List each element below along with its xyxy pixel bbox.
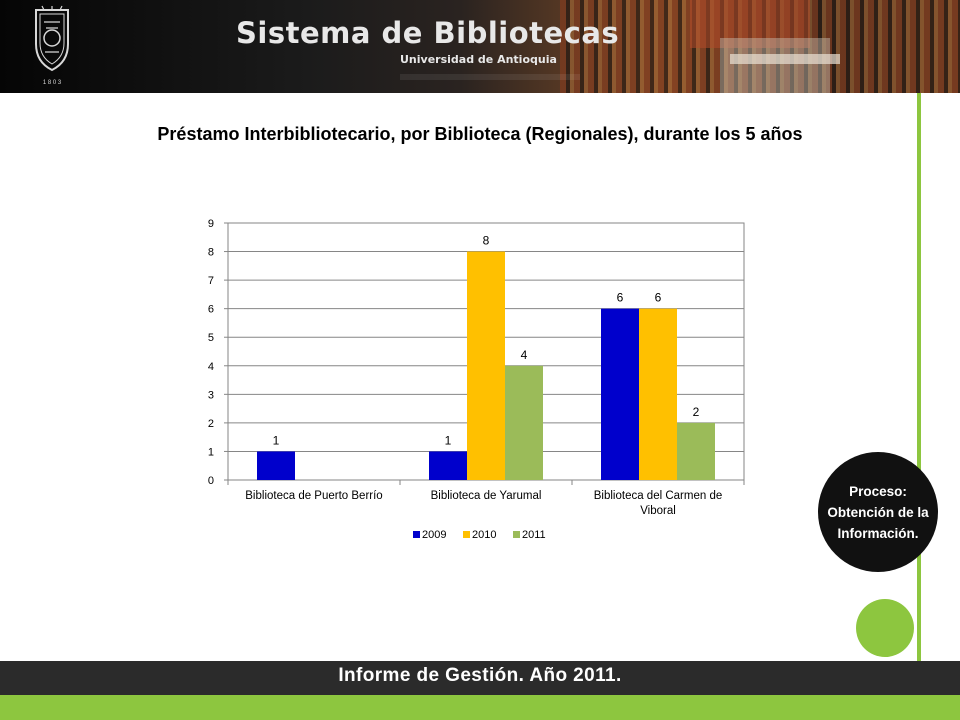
x-category-label: Biblioteca de Yarumal bbox=[431, 490, 542, 502]
legend-label: 2009 bbox=[422, 529, 446, 541]
y-tick-label: 6 bbox=[208, 304, 214, 316]
bar-2010 bbox=[467, 251, 505, 480]
bar-2009 bbox=[257, 451, 295, 480]
library-photo-window bbox=[720, 38, 830, 93]
y-tick-label: 5 bbox=[208, 332, 214, 344]
footer-text: Informe de Gestión. Año 2011. bbox=[338, 665, 622, 686]
header-shadow-text bbox=[400, 74, 580, 80]
x-category-label: Biblioteca del Carmen de Viboral bbox=[594, 490, 723, 517]
data-label: 8 bbox=[483, 234, 490, 248]
y-tick-label: 4 bbox=[208, 361, 214, 373]
legend-swatch-2011 bbox=[513, 531, 520, 538]
y-tick-label: 0 bbox=[208, 475, 214, 487]
y-tick-label: 1 bbox=[208, 446, 214, 458]
process-label: Proceso: Obtención de la Información. bbox=[827, 483, 929, 541]
y-tick-label: 9 bbox=[208, 218, 214, 230]
legend-label: 2011 bbox=[522, 529, 546, 541]
bar-2009 bbox=[429, 451, 467, 480]
data-label: 6 bbox=[655, 291, 662, 305]
app-title: Sistema de Bibliotecas bbox=[236, 16, 620, 50]
green-vertical-divider bbox=[917, 93, 921, 661]
legend-swatch-2010 bbox=[463, 531, 470, 538]
footer-bar bbox=[0, 661, 960, 695]
process-badge: Proceso: Obtención de la Información. bbox=[818, 452, 938, 572]
green-circle-decoration bbox=[856, 599, 914, 657]
data-label: 6 bbox=[617, 291, 624, 305]
legend-label: 2010 bbox=[472, 529, 496, 541]
data-label: 2 bbox=[693, 405, 700, 419]
y-tick-label: 3 bbox=[208, 389, 214, 401]
x-category-label: Biblioteca de Puerto Berrío bbox=[245, 490, 382, 502]
library-photo-shelf bbox=[690, 0, 810, 48]
chart-title: Préstamo Interbibliotecario, por Bibliot… bbox=[157, 124, 803, 144]
data-label: 1 bbox=[445, 433, 452, 447]
bar-2011 bbox=[505, 365, 543, 480]
footer-green-strip bbox=[0, 695, 960, 720]
legend-swatch-2009 bbox=[413, 531, 420, 538]
university-seal-logo: 1 8 0 3 bbox=[35, 5, 69, 86]
header-banner: 1 8 0 3 Sistema de Bibliotecas Universid… bbox=[0, 0, 960, 93]
app-subtitle: Universidad de Antioquia bbox=[400, 53, 557, 66]
bar-2011 bbox=[677, 422, 715, 480]
y-tick-label: 7 bbox=[208, 275, 214, 287]
bar-2009 bbox=[601, 308, 639, 480]
y-tick-label: 8 bbox=[208, 247, 214, 259]
bar-2010 bbox=[639, 308, 677, 480]
y-tick-label: 2 bbox=[208, 418, 214, 430]
data-label: 1 bbox=[273, 433, 280, 447]
library-photo-table bbox=[730, 54, 840, 64]
logo-year: 1 8 0 3 bbox=[43, 80, 62, 86]
data-label: 4 bbox=[521, 348, 528, 362]
